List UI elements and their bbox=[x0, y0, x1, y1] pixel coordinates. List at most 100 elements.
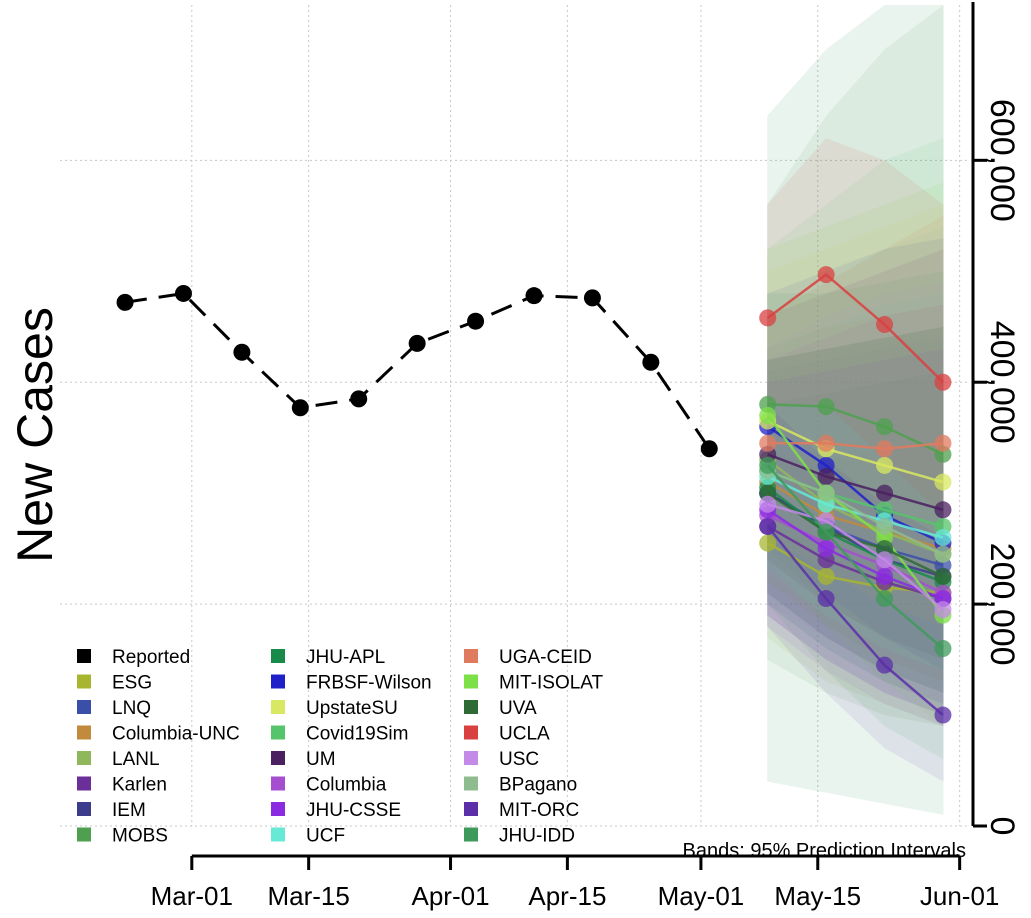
y-tick-label: 200,000 bbox=[983, 543, 1021, 666]
series-point bbox=[876, 316, 894, 334]
series-point bbox=[934, 567, 952, 585]
band-ucla bbox=[767, 138, 944, 516]
legend-label: UpstateSU bbox=[306, 698, 398, 719]
series-point bbox=[876, 590, 894, 608]
legend-item: Columbia bbox=[271, 775, 387, 796]
bands-note: Bands: 95% Prediction Intervals bbox=[683, 840, 967, 862]
band-mit-orc bbox=[767, 404, 944, 782]
legend-swatch bbox=[271, 827, 285, 842]
series-line bbox=[767, 508, 944, 600]
legend-swatch bbox=[77, 776, 91, 791]
series-point bbox=[817, 434, 835, 452]
legend-swatch bbox=[464, 827, 478, 842]
legend-swatch bbox=[271, 725, 285, 740]
legend-item: LANL bbox=[77, 749, 160, 770]
legend-label: LNQ bbox=[112, 698, 151, 719]
legend-swatch bbox=[77, 674, 91, 689]
legend-label: MOBS bbox=[112, 826, 168, 847]
series-point bbox=[876, 484, 894, 502]
series-point bbox=[934, 545, 952, 563]
legend-swatch bbox=[464, 700, 478, 714]
series-point bbox=[876, 456, 894, 474]
reported-point bbox=[467, 312, 485, 330]
legend-swatch bbox=[271, 700, 285, 714]
series-point bbox=[817, 468, 835, 486]
legend-item: MOBS bbox=[77, 826, 168, 847]
legend-swatch bbox=[77, 700, 91, 714]
legend-swatch bbox=[77, 802, 91, 816]
x-tick-label: Apr-15 bbox=[528, 881, 606, 911]
series-line bbox=[767, 525, 944, 600]
band-lanl bbox=[767, 326, 944, 660]
series-point bbox=[817, 540, 835, 558]
series-point bbox=[934, 706, 952, 724]
legend-item: ESG bbox=[77, 673, 152, 694]
legend-swatch bbox=[464, 649, 478, 663]
legend-swatch bbox=[77, 649, 91, 663]
series-mit-orc bbox=[759, 517, 952, 724]
axes: Mar-01 Mar-15 Apr-01 Apr-15 May-01 May-15 Jun-… bbox=[151, 2, 1021, 911]
series-point bbox=[934, 373, 952, 391]
series-line bbox=[766, 464, 944, 650]
series-point bbox=[876, 567, 894, 585]
legend-label: ESG bbox=[112, 673, 152, 694]
series-line bbox=[767, 453, 944, 512]
legend-item: MIT-ORC bbox=[464, 800, 579, 821]
legend-item: Karlen bbox=[77, 775, 167, 796]
series-point bbox=[817, 523, 835, 541]
series-point bbox=[759, 407, 777, 424]
reported-point bbox=[291, 399, 309, 417]
reported-point bbox=[525, 287, 543, 305]
series-line bbox=[766, 273, 944, 384]
reported-line bbox=[124, 291, 711, 450]
legend-item: UGA-CEID bbox=[464, 647, 592, 668]
legend-swatch bbox=[271, 674, 285, 689]
band-columbia-unc bbox=[767, 304, 944, 682]
legend-item: UM bbox=[271, 749, 336, 770]
x-tick-label: May-15 bbox=[774, 881, 861, 911]
legend-item: FRBSF-Wilson bbox=[271, 673, 432, 694]
series-point bbox=[876, 551, 894, 569]
y-axis-label: New Cases bbox=[7, 307, 63, 563]
series-point bbox=[759, 495, 777, 513]
legend-swatch bbox=[464, 751, 478, 765]
x-tick-label: Apr-01 bbox=[412, 881, 490, 911]
reported-point bbox=[408, 334, 426, 352]
x-tick-label: Jun-01 bbox=[920, 881, 1000, 911]
reported-series bbox=[116, 284, 718, 458]
legend-label: JHU-IDD bbox=[499, 826, 575, 847]
legend-swatch bbox=[271, 776, 285, 791]
band-mit-isolat bbox=[767, 182, 944, 727]
legend-label: UM bbox=[306, 749, 336, 770]
reported-point bbox=[233, 343, 251, 361]
grid bbox=[60, 5, 968, 827]
legend-item: Reported bbox=[77, 647, 190, 668]
legend-swatch bbox=[464, 725, 478, 740]
legend-item: LNQ bbox=[77, 698, 151, 719]
series-point bbox=[817, 266, 835, 284]
y-tick-label: 600,000 bbox=[983, 99, 1021, 222]
legend-label: LANL bbox=[112, 749, 160, 770]
series-line bbox=[766, 414, 944, 616]
legend-item: JHU-APL bbox=[271, 647, 385, 668]
legend-item: UCF bbox=[271, 826, 345, 847]
legend-label: MIT-ISOLAT bbox=[499, 673, 604, 694]
series-point bbox=[934, 434, 952, 452]
series-line bbox=[766, 486, 944, 584]
band-frbsf-wilson bbox=[767, 238, 944, 671]
legend: Reported ESG LNQ Columbia-UNC LANL Karlen IEM M… bbox=[77, 647, 604, 847]
legend-label: Karlen bbox=[112, 775, 167, 796]
series-point bbox=[759, 517, 777, 535]
reported-point bbox=[350, 390, 368, 408]
legend-label: Columbia-UNC bbox=[112, 724, 240, 745]
series-line bbox=[767, 419, 944, 484]
series-point bbox=[934, 639, 952, 657]
legend-label: UCLA bbox=[499, 724, 550, 745]
series-point bbox=[817, 567, 835, 585]
legend-swatch bbox=[271, 649, 285, 663]
legend-label: IEM bbox=[112, 800, 146, 821]
legend-item: MIT-ISOLAT bbox=[464, 673, 604, 694]
series-point bbox=[759, 534, 777, 552]
series-point bbox=[876, 517, 894, 535]
